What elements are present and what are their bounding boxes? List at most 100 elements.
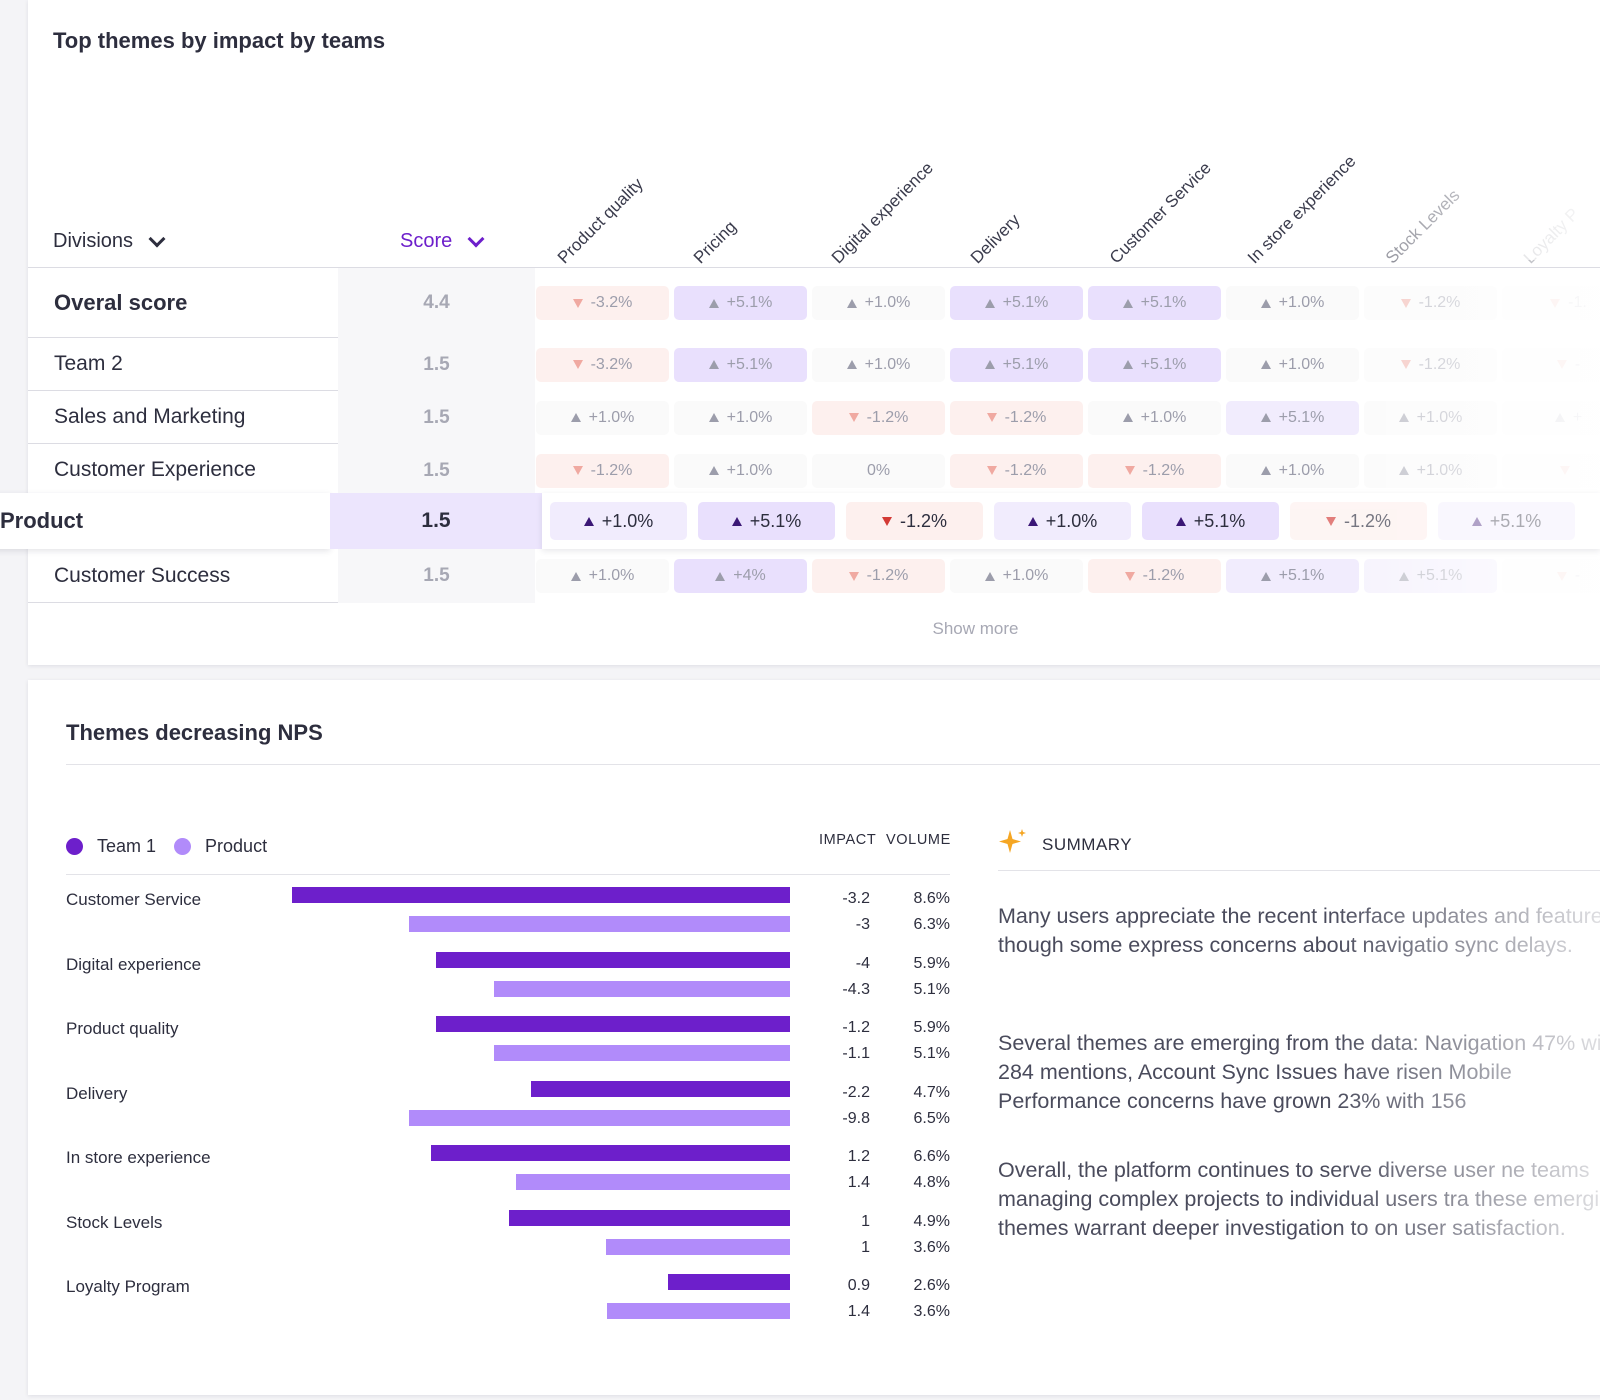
theme-header[interactable]: Loyalty P bbox=[1519, 204, 1583, 268]
volume-value: 3.6% bbox=[913, 1303, 950, 1320]
arrow-up-icon bbox=[1122, 413, 1133, 422]
delta-value: -1.2% bbox=[1004, 461, 1047, 479]
table-row[interactable]: Team 2 1.5 -3.2% +5.1% +1.0% +5.1% +5.1% +1.0% -… bbox=[28, 338, 1600, 391]
table-row[interactable]: Overal score 4.4 -3.2% +5.1% +1.0% +5.1% +5.1%… bbox=[28, 268, 1600, 338]
volume-value: 6.3% bbox=[913, 916, 950, 933]
delta-cell: +5.1% bbox=[950, 286, 1083, 320]
arrow-up-icon bbox=[1398, 466, 1409, 475]
impact-value: -3 bbox=[855, 916, 870, 933]
delta-value: +1.0% bbox=[1140, 408, 1187, 426]
bar-product[interactable] bbox=[493, 1045, 790, 1061]
delta-cell: +5.1% bbox=[1226, 559, 1359, 593]
delta-value: +1.0% bbox=[588, 567, 635, 584]
delta-cell: -1.2% bbox=[950, 453, 1083, 488]
category-label: Product quality bbox=[66, 1019, 179, 1038]
theme-header[interactable]: Pricing bbox=[689, 217, 741, 268]
impact-value: -1.1 bbox=[842, 1045, 870, 1062]
score-label: Score bbox=[400, 230, 453, 252]
bar-product[interactable] bbox=[516, 1174, 790, 1190]
bar-team1[interactable] bbox=[436, 951, 790, 968]
bar-team1[interactable] bbox=[508, 1209, 790, 1226]
delta-cell: +1.0% bbox=[1226, 286, 1359, 320]
summary-paragraph-3: Overall, the platform continues to serve… bbox=[998, 1158, 1600, 1240]
bar-product[interactable] bbox=[605, 1238, 790, 1255]
theme-header[interactable]: Digital experience bbox=[827, 158, 937, 268]
arrow-down-icon bbox=[848, 571, 859, 581]
theme-header[interactable]: In store experience bbox=[1243, 151, 1360, 268]
legend-label-product: Product bbox=[205, 836, 268, 856]
bar-team1[interactable] bbox=[431, 1145, 790, 1161]
delta-value: +1.0% bbox=[864, 355, 911, 373]
impact-value: 1.4 bbox=[847, 1174, 870, 1191]
delta-value: +4% bbox=[733, 567, 766, 584]
bar-product[interactable] bbox=[493, 980, 790, 997]
theme-header[interactable]: Customer Service bbox=[1105, 158, 1215, 268]
delta-cell: +1.0% bbox=[1364, 453, 1497, 488]
volume-value: 6.5% bbox=[913, 1109, 950, 1127]
chart-legend: Team 1 Product bbox=[66, 836, 267, 857]
arrow-up-icon bbox=[846, 360, 857, 369]
delta-value: +5.1% bbox=[1278, 408, 1325, 426]
delta-value: -1.2% bbox=[1004, 408, 1047, 426]
row-score: 1.5 bbox=[338, 549, 535, 603]
bar-team1[interactable] bbox=[292, 887, 790, 903]
table-row[interactable]: Customer Success 1.5 +1.0% +4% -1.2% +1.0% -1.… bbox=[28, 549, 1600, 603]
delta-value: +1.0% bbox=[1002, 567, 1049, 584]
delta-value: -1.2% bbox=[590, 461, 633, 479]
theme-header[interactable]: Delivery bbox=[966, 210, 1024, 268]
delta-cell: +1.0% bbox=[1364, 400, 1497, 435]
theme-header[interactable]: Stock Levels bbox=[1381, 185, 1464, 268]
bar-product[interactable] bbox=[409, 916, 790, 932]
volume-value: 4.8% bbox=[913, 1174, 950, 1191]
score-sort-dropdown[interactable]: Score bbox=[400, 230, 485, 253]
arrow-down-icon bbox=[986, 413, 997, 422]
chart-header-divider bbox=[66, 874, 950, 875]
volume-value: 5.1% bbox=[913, 980, 950, 998]
impact-column-header: IMPACT bbox=[819, 832, 877, 848]
delta-cell: +1.0% bbox=[994, 502, 1131, 540]
volume-value: 6.6% bbox=[913, 1148, 950, 1165]
title-divider bbox=[66, 764, 1600, 765]
show-more-button[interactable]: Show more bbox=[932, 619, 1019, 638]
arrow-up-icon bbox=[715, 571, 726, 581]
delta-value: +5.1% bbox=[726, 294, 773, 311]
delta-cell: +5.1% bbox=[698, 502, 835, 540]
delta-cell: +1.0% bbox=[536, 559, 669, 593]
arrow-up-icon bbox=[570, 413, 581, 422]
impact-value: -1.2 bbox=[842, 1019, 870, 1036]
row-name: Team 2 bbox=[28, 338, 338, 391]
delta-cell: +5.1% bbox=[1142, 502, 1279, 540]
delta-cell: +1.0% bbox=[674, 400, 807, 435]
divisions-dropdown[interactable]: Divisions bbox=[53, 230, 166, 253]
delta-cell: -1.2% bbox=[1088, 559, 1221, 593]
delta-cell: +1.0% bbox=[950, 559, 1083, 593]
arrow-up-icon bbox=[731, 516, 742, 526]
bar-team1[interactable] bbox=[436, 1016, 790, 1032]
table-row[interactable]: Sales and Marketing 1.5 +1.0% +1.0% -1.2% -1.… bbox=[28, 391, 1600, 444]
delta-value: +1.0% bbox=[1416, 408, 1463, 426]
arrow-up-icon bbox=[984, 298, 995, 308]
header-divider bbox=[28, 267, 1600, 268]
delta-value: 0% bbox=[866, 461, 891, 479]
row-name: Overal score bbox=[28, 268, 338, 338]
bar-team1[interactable] bbox=[531, 1080, 790, 1097]
impact-value: 1.4 bbox=[847, 1303, 870, 1320]
delta-value: +5.1% bbox=[1002, 294, 1049, 311]
table-row-highlighted[interactable]: Product 1.5 +1.0% +5.1% -1.2% +1.0% +5.1% -1.… bbox=[0, 493, 1600, 549]
delta-cell: -1.2% bbox=[1364, 286, 1497, 320]
arrow-up-icon bbox=[1260, 466, 1271, 475]
delta-cell: +4% bbox=[674, 559, 807, 593]
delta-cell: +1.0% bbox=[536, 400, 669, 435]
delta-value: -1.2% bbox=[1142, 461, 1185, 479]
bar-team1[interactable] bbox=[667, 1274, 790, 1290]
arrow-down-icon bbox=[986, 466, 997, 475]
bar-product[interactable] bbox=[606, 1303, 790, 1319]
theme-header[interactable]: Product quality bbox=[553, 174, 647, 268]
legend-dot-team1 bbox=[66, 838, 83, 855]
arrow-up-icon bbox=[570, 571, 581, 581]
arrow-down-icon bbox=[1400, 360, 1411, 369]
bar-product[interactable] bbox=[409, 1109, 790, 1126]
table-row[interactable]: Customer Experience 1.5 -1.2% +1.0% 0% -1.2% -… bbox=[28, 444, 1600, 497]
delta-cell: -1.2% bbox=[846, 502, 983, 540]
delta-value: +1.0% bbox=[864, 294, 911, 311]
